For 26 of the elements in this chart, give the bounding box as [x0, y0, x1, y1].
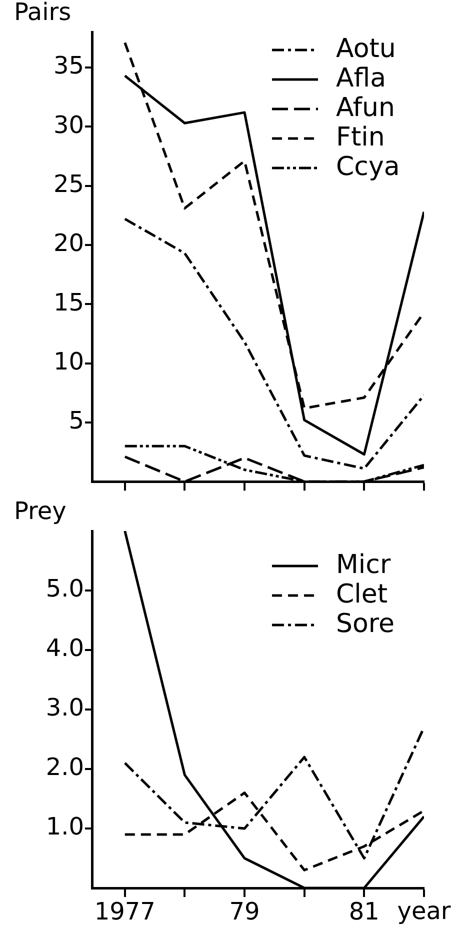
x-tick-label: 79 — [229, 898, 260, 926]
legend-label: Sore — [336, 608, 395, 639]
y-tick-label: 5 — [68, 406, 84, 435]
legend-label: Micr — [336, 550, 391, 580]
y-axis-title: Prey — [14, 497, 66, 526]
y-axis-title: Pairs — [14, 0, 72, 26]
y-tick-label: 5.0 — [46, 574, 84, 603]
y-tick-label: 3.0 — [46, 694, 84, 722]
y-tick-label: 15 — [53, 288, 84, 316]
x-tick-label: 1977 — [94, 898, 156, 926]
y-tick-label: 4.0 — [46, 634, 84, 662]
y-tick-label: 20 — [53, 229, 84, 258]
legend-label: Clet — [336, 579, 388, 610]
legend-label: Aotu — [336, 34, 396, 64]
legend-label: Afla — [336, 63, 386, 94]
y-tick-label: 30 — [53, 110, 84, 139]
legend-label: Afun — [336, 92, 395, 123]
y-tick-label: 25 — [53, 170, 84, 198]
y-tick-label: 35 — [53, 52, 84, 80]
y-tick-label: 2.0 — [46, 753, 84, 782]
y-tick-label: 1.0 — [46, 812, 84, 841]
x-axis-title: year — [397, 897, 451, 926]
y-tick-label: 10 — [53, 348, 84, 376]
x-tick-label: 81 — [348, 898, 380, 926]
legend-label: Ftin — [336, 122, 385, 152]
legend-label: Ccya — [336, 152, 400, 182]
